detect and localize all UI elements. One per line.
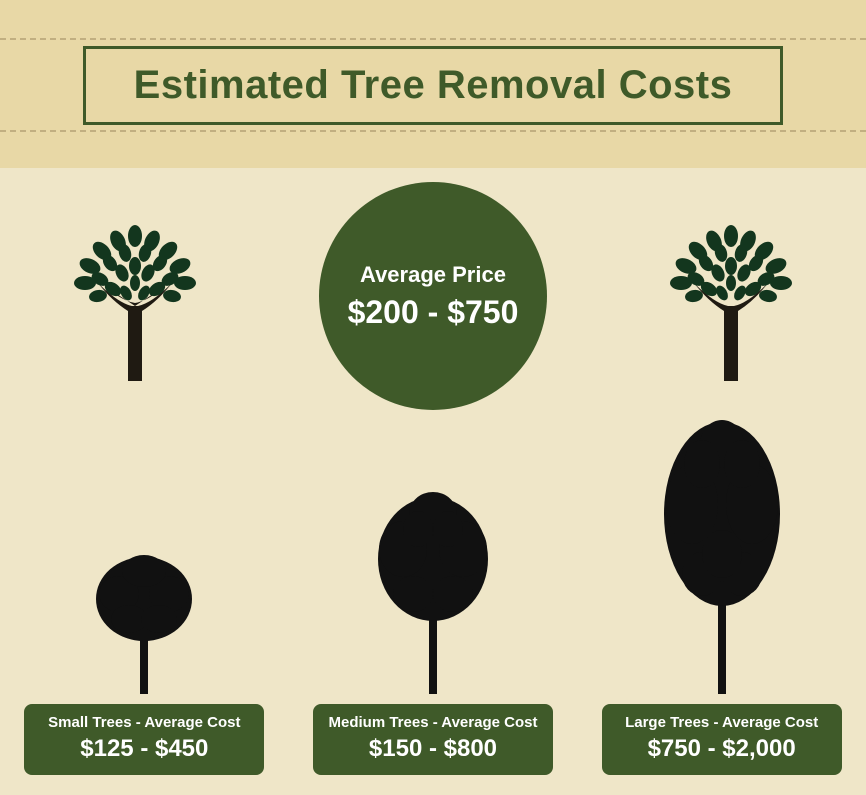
infographic-root: Estimated Tree Removal Costs: [0, 0, 866, 795]
small-tree-silhouette: [84, 529, 204, 694]
average-label: Average Price: [360, 262, 506, 288]
top-row: Average Price $200 - $750: [0, 186, 866, 406]
average-price-circle: Average Price $200 - $750: [319, 182, 547, 410]
large-tree-silhouette: [647, 414, 797, 694]
large-cost-price: $750 - $2,000: [610, 735, 834, 763]
band-top-strip: [0, 0, 866, 40]
small-cost-price: $125 - $450: [32, 735, 256, 763]
header-band: Estimated Tree Removal Costs: [0, 0, 866, 168]
tree-icon: [646, 211, 816, 381]
large-cost-label: Large Trees - Average Cost: [610, 714, 834, 731]
tree-icon: [50, 211, 220, 381]
page-title: Estimated Tree Removal Costs: [134, 63, 733, 108]
content-area: Average Price $200 - $750: [0, 168, 866, 795]
average-price: $200 - $750: [348, 294, 519, 331]
medium-tree-column: Medium Trees - Average Cost $150 - $800: [303, 479, 563, 775]
small-tree-column: Small Trees - Average Cost $125 - $450: [14, 529, 274, 775]
small-cost-badge: Small Trees - Average Cost $125 - $450: [24, 704, 264, 775]
band-bottom-strip: [0, 130, 866, 168]
medium-cost-label: Medium Trees - Average Cost: [321, 714, 545, 731]
large-tree-column: Large Trees - Average Cost $750 - $2,000: [592, 414, 852, 775]
size-columns: Small Trees - Average Cost $125 - $450: [0, 414, 866, 775]
medium-cost-badge: Medium Trees - Average Cost $150 - $800: [313, 704, 553, 775]
title-box: Estimated Tree Removal Costs: [83, 46, 784, 125]
medium-cost-price: $150 - $800: [321, 735, 545, 763]
medium-tree-silhouette: [363, 479, 503, 694]
ribbon-center: Estimated Tree Removal Costs: [0, 40, 866, 130]
large-cost-badge: Large Trees - Average Cost $750 - $2,000: [602, 704, 842, 775]
small-cost-label: Small Trees - Average Cost: [32, 714, 256, 731]
